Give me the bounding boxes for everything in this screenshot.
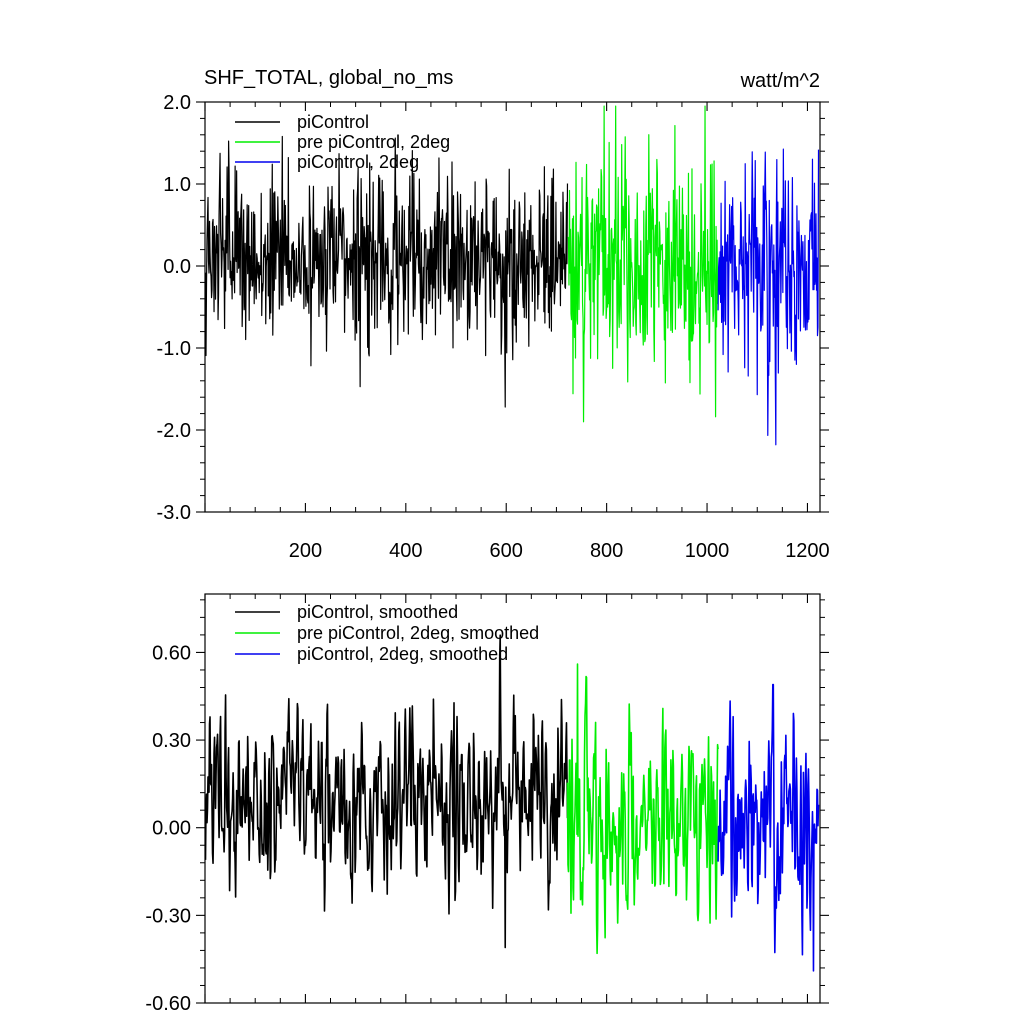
bottom-panel: -0.60 -0.30 0.00 0.30 0.60 piControl, smooth… [145, 593, 829, 1015]
y-tick-label: -2.0 [157, 420, 191, 442]
bottom-plot-frame [204, 593, 821, 1004]
series-line-1 [204, 634, 569, 949]
series-line-3 [717, 683, 820, 972]
bottom-ticks-group [196, 594, 829, 1004]
x-tick-label: 800 [590, 540, 623, 562]
legend-label: piControl, 2deg [297, 152, 419, 172]
series-line-1 [204, 135, 569, 408]
legend-label: piControl [297, 112, 369, 132]
y-tick-label: 0.00 [152, 818, 191, 840]
y-tick-label: 0.30 [152, 730, 191, 752]
y-tick-label: -0.30 [145, 905, 191, 927]
y-tick-label: 2.0 [163, 92, 191, 114]
series-line-2 [567, 105, 719, 423]
x-tick-label: 1200 [785, 540, 830, 562]
x-tick-label: 1000 [685, 540, 730, 562]
y-tick-label: -1.0 [157, 338, 191, 360]
y-tick-label: 1.0 [163, 174, 191, 196]
legend-label: piControl, 2deg, smoothed [297, 644, 508, 664]
top-ticks-group [196, 101, 829, 513]
y-tick-label: 0.0 [163, 256, 191, 278]
top-panel: SHF_TOTAL, global_no_ms watt/m^2 -3.0 -2.… [157, 67, 830, 562]
y-tick-label: -3.0 [157, 502, 191, 524]
y-tick-label: 0.60 [152, 642, 191, 664]
series-line-3 [717, 148, 820, 446]
x-tick-label: 400 [389, 540, 422, 562]
legend-label: pre piControl, 2deg, smoothed [297, 623, 539, 643]
top-series-group [204, 105, 820, 446]
x-tick-label: 600 [490, 540, 523, 562]
chart-title: SHF_TOTAL, global_no_ms [204, 67, 453, 89]
series-line-2 [566, 663, 719, 955]
top-plot-frame [204, 101, 821, 513]
top-x-tick-labels: 200 400 600 800 1000 1200 [289, 540, 830, 562]
y-tick-label: -0.60 [145, 993, 191, 1015]
legend-label: piControl, smoothed [297, 602, 458, 622]
units-label: watt/m^2 [740, 70, 820, 92]
x-tick-label: 200 [289, 540, 322, 562]
bottom-y-tick-labels: -0.60 -0.30 0.00 0.30 0.60 [145, 642, 191, 1015]
legend-label: pre piControl, 2deg [297, 132, 450, 152]
bottom-series-group [204, 634, 820, 972]
top-y-tick-labels: -3.0 -2.0 -1.0 0.0 1.0 2.0 [157, 92, 191, 524]
